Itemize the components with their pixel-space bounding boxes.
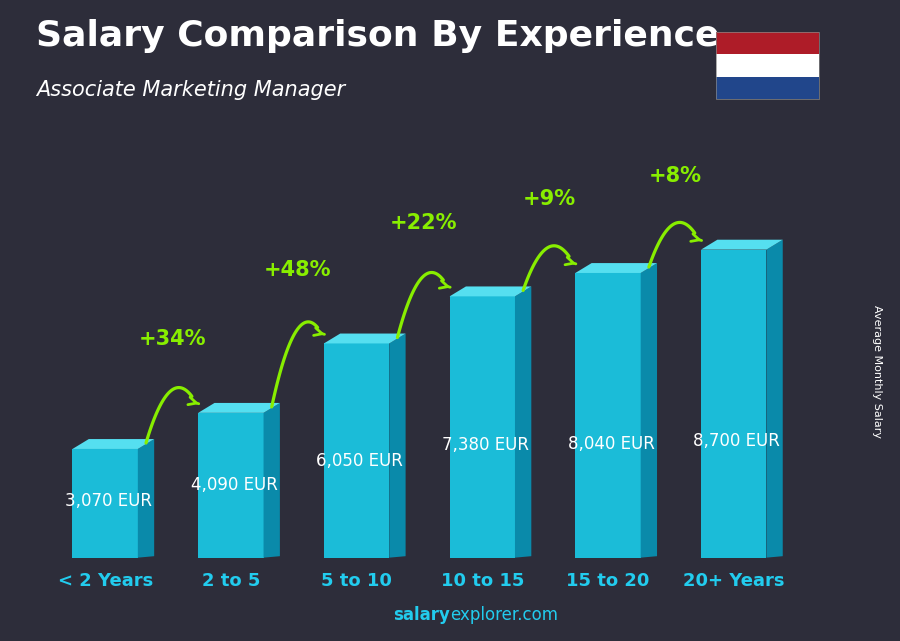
Text: +9%: +9% xyxy=(523,190,576,210)
Text: 3,070 EUR: 3,070 EUR xyxy=(65,492,152,510)
Polygon shape xyxy=(575,263,657,273)
Text: +48%: +48% xyxy=(264,260,331,280)
Text: 8,040 EUR: 8,040 EUR xyxy=(568,435,654,453)
Text: Associate Marketing Manager: Associate Marketing Manager xyxy=(36,80,346,100)
Bar xyxy=(324,344,390,558)
Text: 6,050 EUR: 6,050 EUR xyxy=(316,453,403,470)
Text: 4,090 EUR: 4,090 EUR xyxy=(191,476,277,494)
Bar xyxy=(575,273,641,558)
Polygon shape xyxy=(701,240,783,249)
Polygon shape xyxy=(264,403,280,558)
Polygon shape xyxy=(324,333,406,344)
Text: +8%: +8% xyxy=(648,166,701,186)
Polygon shape xyxy=(641,263,657,558)
Polygon shape xyxy=(450,287,531,296)
Bar xyxy=(198,413,264,558)
Text: +22%: +22% xyxy=(390,213,457,233)
Text: explorer.com: explorer.com xyxy=(450,606,558,624)
Text: 7,380 EUR: 7,380 EUR xyxy=(442,437,529,454)
Polygon shape xyxy=(515,287,531,558)
Polygon shape xyxy=(198,403,280,413)
Bar xyxy=(450,296,515,558)
Bar xyxy=(73,449,138,558)
Polygon shape xyxy=(138,439,154,558)
Text: Salary Comparison By Experience: Salary Comparison By Experience xyxy=(36,19,719,53)
Text: 8,700 EUR: 8,700 EUR xyxy=(694,431,780,449)
Polygon shape xyxy=(73,439,154,449)
Text: Average Monthly Salary: Average Monthly Salary xyxy=(872,305,883,438)
Polygon shape xyxy=(390,333,406,558)
Text: salary: salary xyxy=(393,606,450,624)
Polygon shape xyxy=(767,240,783,558)
Text: +34%: +34% xyxy=(139,329,206,349)
Bar xyxy=(701,249,767,558)
